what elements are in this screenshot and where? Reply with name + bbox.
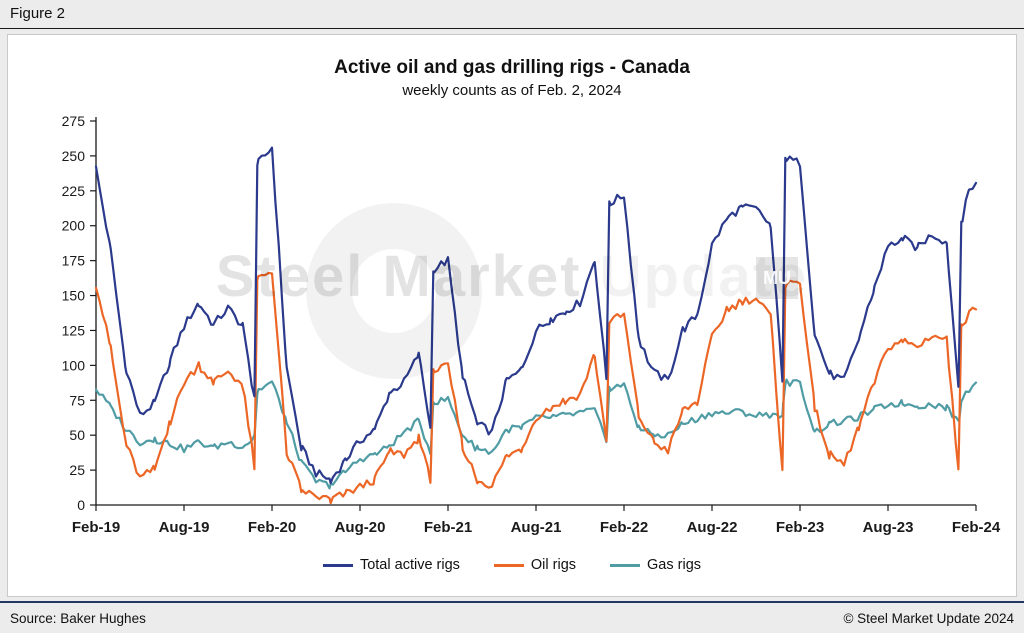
y-tick-label: 0 <box>77 497 85 513</box>
legend-swatch-oil <box>493 563 524 567</box>
legend-item-oil: Oil rigs <box>493 557 577 573</box>
y-tick-label: 100 <box>62 357 86 373</box>
figure-header-bar: Figure 2 <box>0 0 1024 29</box>
legend-item-total: Total active rigs <box>322 557 460 573</box>
y-tick-label: 200 <box>62 218 86 234</box>
x-tick-label: Feb-23 <box>776 519 824 536</box>
x-tick-label: Aug-23 <box>863 519 914 536</box>
x-tick-label: Aug-20 <box>335 519 386 536</box>
x-tick-label: Feb-20 <box>248 519 296 536</box>
chart-svg: 0 25 50 75 100 125 150 175 200 225 250 275 Feb-19 Aug… <box>62 113 1001 536</box>
x-tick-label: Feb-19 <box>72 519 120 536</box>
legend-label-oil: Oil rigs <box>530 557 577 573</box>
figure-label: Figure 2 <box>10 5 66 22</box>
legend-swatch-gas <box>610 563 641 567</box>
source-text: Source: Baker Hughes <box>10 610 146 626</box>
x-tick-label: Feb-22 <box>600 519 648 536</box>
chart-panel: Steel Market Update MU Active oil and ga… <box>7 34 1017 597</box>
y-tick-label: 50 <box>69 427 85 443</box>
series-line-total-active-rigs <box>94 146 978 485</box>
chart-subtitle: weekly counts as of Feb. 2, 2024 <box>402 82 622 99</box>
legend-label-total: Total active rigs <box>359 557 460 573</box>
y-tick-label: 125 <box>62 322 86 338</box>
chart-title: Active oil and gas drilling rigs - Canad… <box>334 57 690 78</box>
x-tick-label: Aug-21 <box>511 519 562 536</box>
series-line-gas-rigs <box>94 378 978 490</box>
legend-label-gas: Gas rigs <box>647 557 702 573</box>
chart-legend: Total active rigs Oil rigs Gas rigs <box>8 557 1016 573</box>
y-tick-label: 25 <box>69 462 85 478</box>
copyright-text: © Steel Market Update 2024 <box>843 610 1014 626</box>
x-tick-label: Aug-22 <box>687 519 738 536</box>
x-tick-label: Feb-24 <box>952 519 1001 536</box>
legend-swatch-total <box>322 563 353 567</box>
footer-bar: Source: Baker Hughes © Steel Market Upda… <box>0 601 1024 633</box>
y-tick-label: 150 <box>62 288 86 304</box>
legend-item-gas: Gas rigs <box>610 557 701 573</box>
x-tick-label: Feb-21 <box>424 519 472 536</box>
y-tick-label: 225 <box>62 183 86 199</box>
y-tick-label: 275 <box>62 113 86 129</box>
y-tick-label: 250 <box>62 148 86 164</box>
x-tick-label: Aug-19 <box>159 519 210 536</box>
y-tick-label: 75 <box>69 392 85 408</box>
y-tick-label: 175 <box>62 253 86 269</box>
series-line-oil-rigs <box>94 271 978 505</box>
